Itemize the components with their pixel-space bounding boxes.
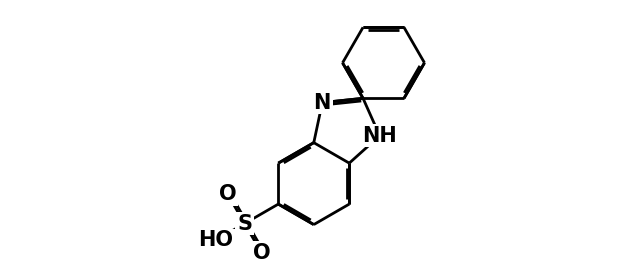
Text: O: O <box>219 185 237 204</box>
Text: HO: HO <box>198 230 233 250</box>
Text: S: S <box>237 214 252 234</box>
Text: O: O <box>253 243 270 263</box>
Text: NH: NH <box>362 126 397 146</box>
Text: N: N <box>314 93 331 113</box>
